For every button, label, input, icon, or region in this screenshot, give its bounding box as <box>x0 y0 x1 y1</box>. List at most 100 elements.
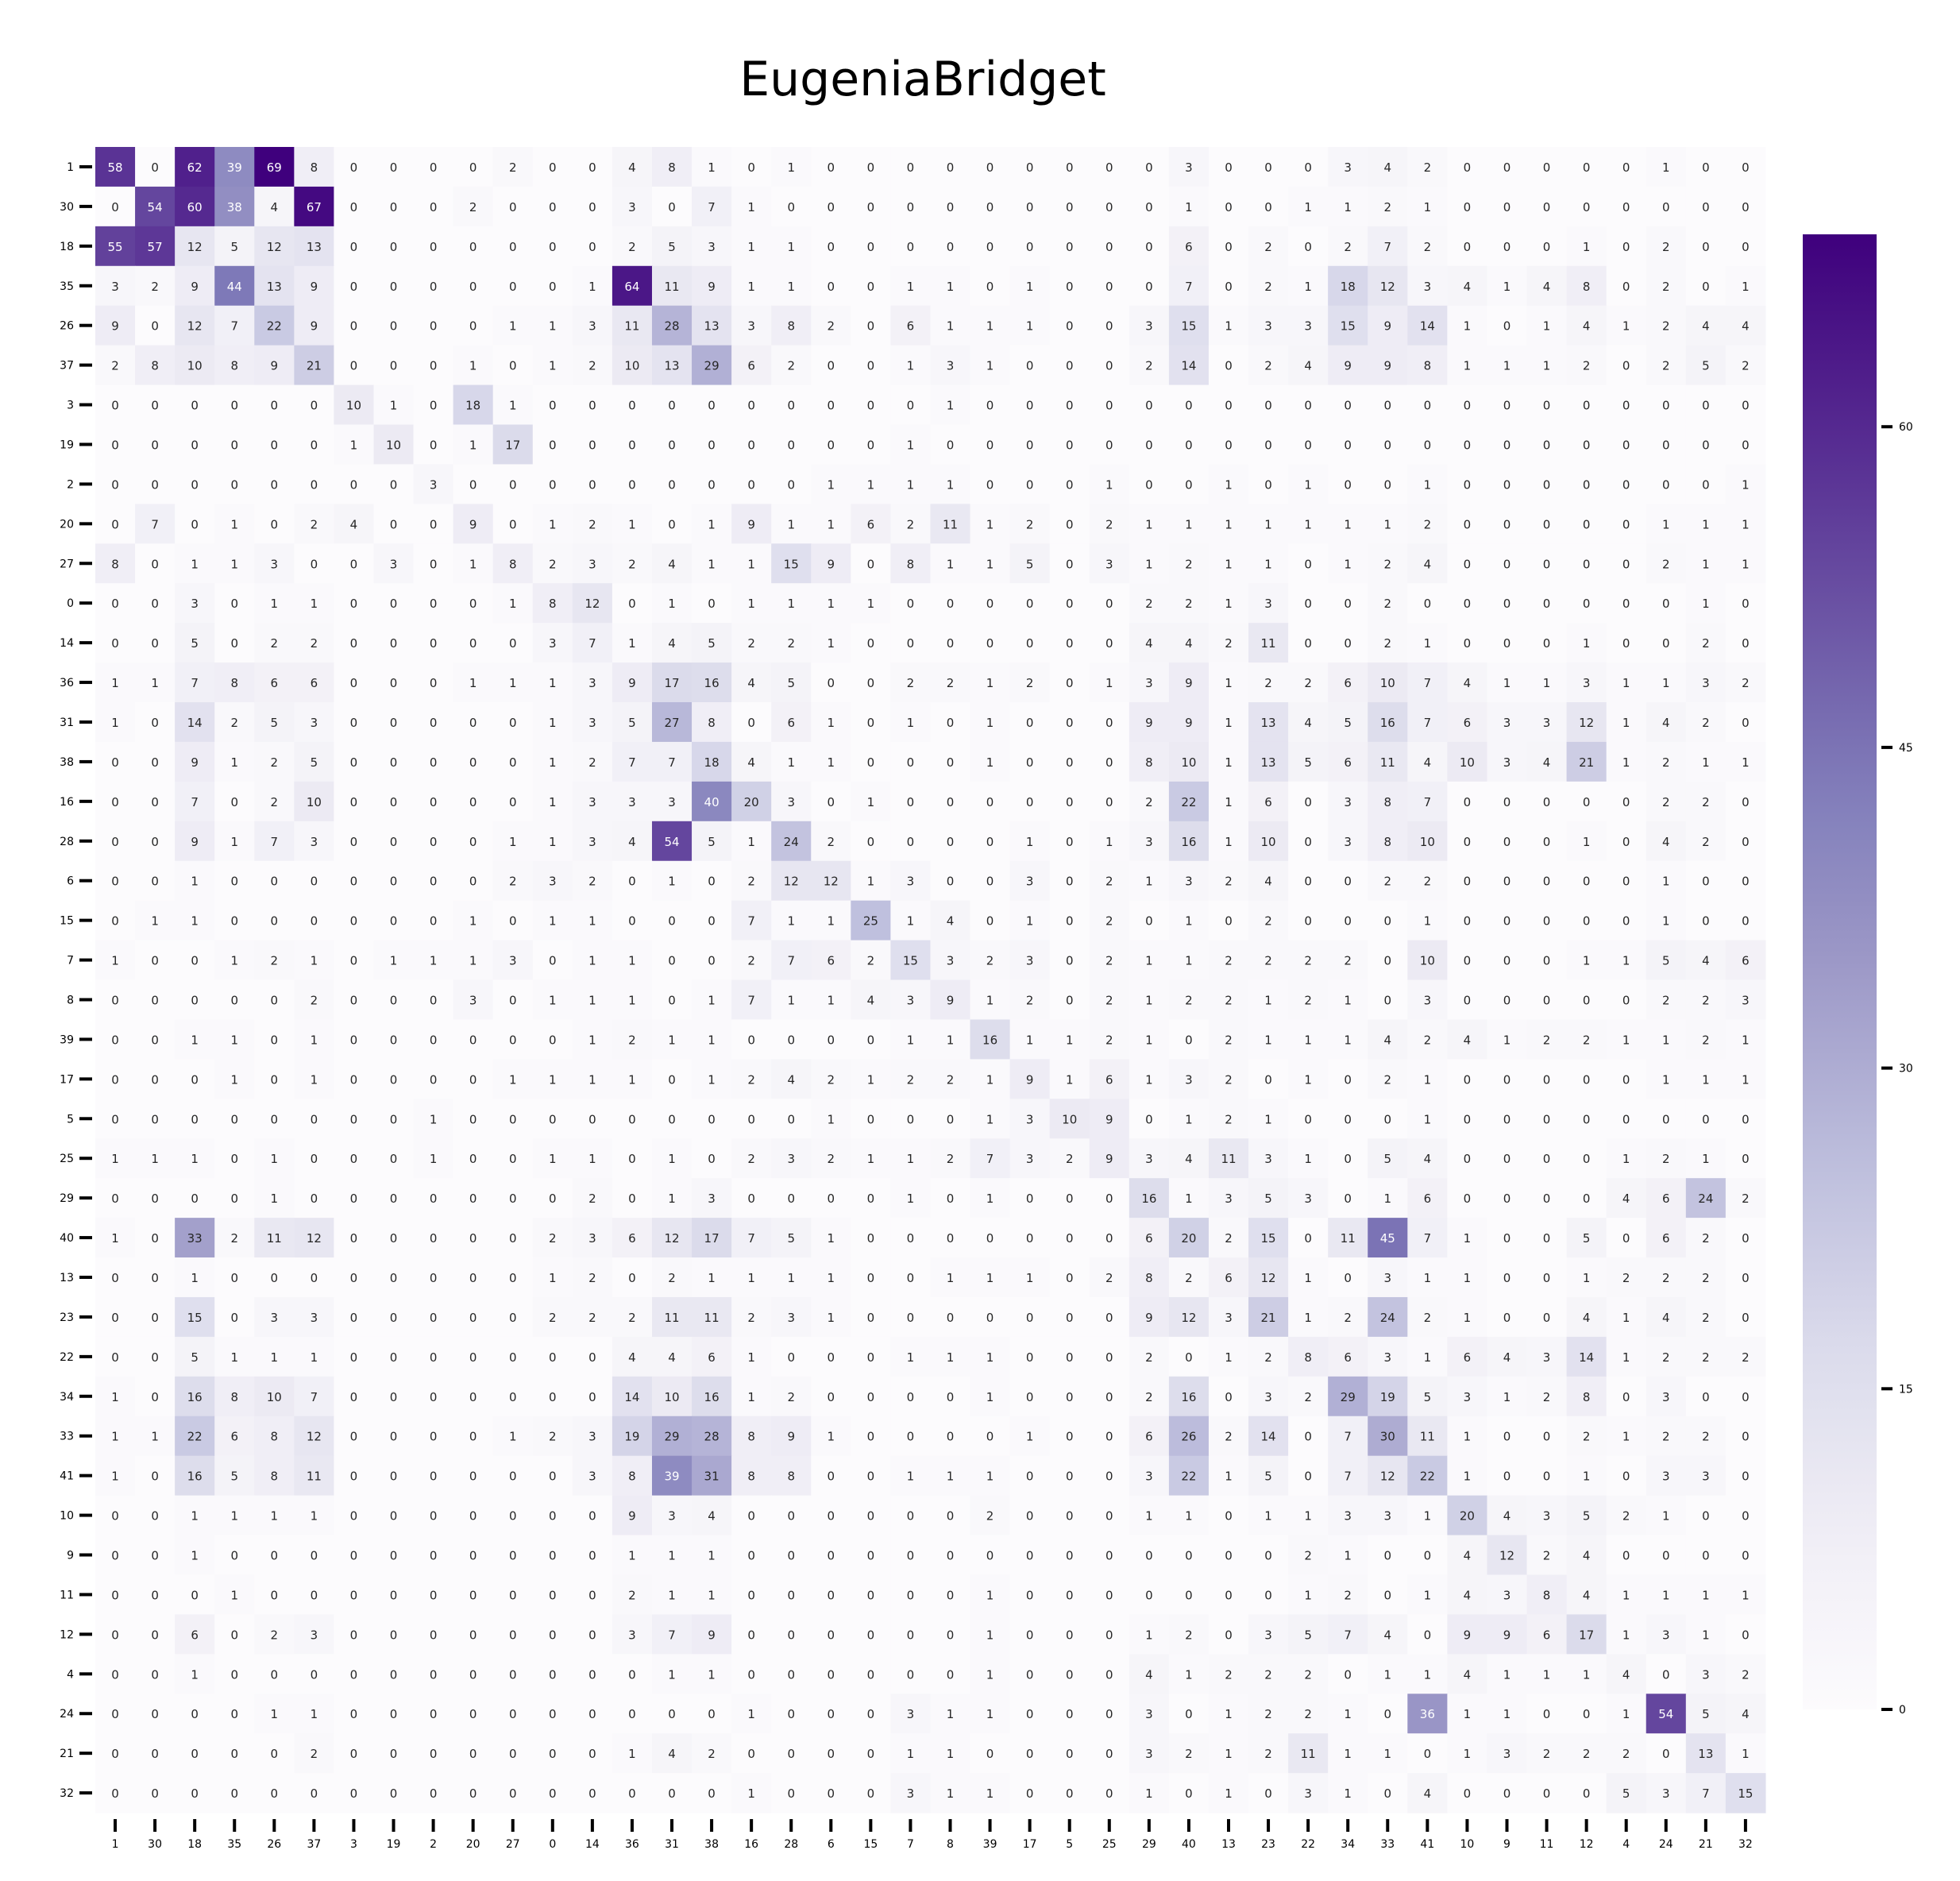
cell-value-r14-c18: 1 <box>828 716 835 730</box>
cell-value-r19-c6: 0 <box>350 914 358 929</box>
cell-value-r3-c5: 9 <box>311 280 318 294</box>
cell-value-r35-c40: 0 <box>1702 1549 1710 1563</box>
cell-value-r8-c7: 0 <box>390 477 398 492</box>
cell-value-r9-c34: 0 <box>1464 517 1472 531</box>
heatmap-cell-r7-c13 <box>612 424 653 465</box>
cell-value-r32-c2: 22 <box>187 1430 203 1444</box>
cell-value-r24-c26: 0 <box>1145 1112 1153 1126</box>
cell-value-r31-c1: 0 <box>151 1390 159 1404</box>
cell-value-r12-c9: 0 <box>469 636 477 651</box>
cell-value-r31-c25: 0 <box>1105 1390 1113 1404</box>
cell-value-r26-c1: 0 <box>151 1192 159 1206</box>
cell-value-r32-c28: 2 <box>1225 1430 1233 1444</box>
heatmap-cell-r4-c31 <box>1328 305 1368 346</box>
cell-value-r26-c10: 0 <box>509 1192 517 1206</box>
cell-value-r3-c40: 0 <box>1702 280 1710 294</box>
cell-value-r37-c34: 9 <box>1464 1628 1472 1642</box>
cell-value-r9-c8: 0 <box>430 517 438 531</box>
cell-value-r9-c36: 0 <box>1543 517 1551 531</box>
cell-value-r18-c32: 2 <box>1384 875 1392 889</box>
cell-value-r19-c20: 1 <box>907 914 915 929</box>
cell-value-r32-c36: 0 <box>1543 1430 1551 1444</box>
x-tick-label-0: 1 <box>112 1838 119 1851</box>
cell-value-r25-c4: 1 <box>271 1152 279 1166</box>
cell-value-r0-c14: 8 <box>668 160 676 175</box>
cell-value-r16-c22: 0 <box>986 795 994 809</box>
cell-value-r32-c38: 1 <box>1622 1430 1630 1444</box>
cell-value-r33-c11: 0 <box>549 1470 557 1484</box>
heatmap-cell-r2-c10 <box>492 226 534 267</box>
cell-value-r10-c18: 9 <box>828 557 835 571</box>
cell-value-r12-c32: 2 <box>1384 636 1392 651</box>
cell-value-r25-c40: 1 <box>1702 1152 1710 1166</box>
cell-value-r24-c34: 0 <box>1464 1112 1472 1126</box>
heatmap-cell-r8-c32 <box>1368 464 1408 504</box>
cell-value-r13-c16: 4 <box>747 676 755 690</box>
cell-value-r29-c41: 0 <box>1742 1311 1750 1325</box>
colorbar-tick-label-2: 30 <box>1899 1063 1913 1076</box>
heatmap-cell-r11-c5 <box>294 583 335 624</box>
cell-value-r0-c30: 0 <box>1304 160 1312 175</box>
cell-value-r37-c12: 0 <box>588 1628 596 1642</box>
colorbar-tick-label-3: 45 <box>1899 742 1913 755</box>
cell-value-r35-c25: 0 <box>1105 1549 1113 1563</box>
cell-value-r25-c6: 0 <box>350 1152 358 1166</box>
cell-value-r14-c4: 5 <box>271 716 279 730</box>
heatmap-cell-r9-c39 <box>1646 504 1687 544</box>
heatmap-cell-r0-c33 <box>1407 147 1448 187</box>
cell-value-r6-c29: 0 <box>1264 399 1272 413</box>
cell-value-r7-c30: 0 <box>1304 438 1312 452</box>
x-tick-label-23: 17 <box>1023 1838 1037 1851</box>
cell-value-r13-c10: 1 <box>509 676 517 690</box>
heatmap-cell-r4-c20 <box>890 305 932 346</box>
heatmap-cell-r10-c9 <box>453 543 494 584</box>
cell-value-r9-c24: 0 <box>1066 517 1074 531</box>
cell-value-r32-c5: 12 <box>307 1430 322 1444</box>
cell-value-r10-c37: 0 <box>1583 557 1591 571</box>
cell-value-r33-c41: 0 <box>1742 1470 1750 1484</box>
cell-value-r13-c9: 1 <box>469 676 477 690</box>
heatmap-cell-r0-c23 <box>1009 147 1051 187</box>
cell-value-r3-c36: 4 <box>1543 280 1551 294</box>
cell-value-r7-c1: 0 <box>151 438 159 452</box>
cell-value-r3-c19: 0 <box>867 280 875 294</box>
cell-value-r25-c11: 1 <box>549 1152 557 1166</box>
cell-value-r20-c19: 2 <box>867 954 875 968</box>
cell-value-r26-c36: 0 <box>1543 1192 1551 1206</box>
cell-value-r23-c8: 0 <box>430 1072 438 1087</box>
cell-value-r10-c7: 3 <box>390 557 398 571</box>
cell-value-r5-c27: 14 <box>1181 359 1196 373</box>
heatmap-cell-r7-c7 <box>373 424 415 465</box>
cell-value-r36-c27: 0 <box>1185 1588 1193 1602</box>
cell-value-r28-c33: 1 <box>1424 1271 1432 1285</box>
cell-value-r17-c23: 1 <box>1026 835 1034 849</box>
cell-value-r26-c19: 0 <box>867 1192 875 1206</box>
heatmap-cell-r2-c28 <box>1208 226 1249 267</box>
cell-value-r3-c25: 0 <box>1105 280 1113 294</box>
cell-value-r34-c41: 0 <box>1742 1509 1750 1524</box>
heatmap-cell-r2-c21 <box>930 226 971 267</box>
cell-value-r17-c29: 10 <box>1261 835 1276 849</box>
cell-value-r0-c20: 0 <box>907 160 915 175</box>
heatmap-cell-r9-c12 <box>572 504 613 544</box>
cell-value-r22-c35: 1 <box>1503 1033 1511 1047</box>
cell-value-r34-c39: 1 <box>1662 1509 1670 1524</box>
cell-value-r37-c32: 4 <box>1384 1628 1392 1642</box>
heatmap-cell-r2-c13 <box>612 226 653 267</box>
cell-value-r15-c30: 5 <box>1304 755 1312 770</box>
cell-value-r27-c16: 7 <box>747 1231 755 1246</box>
heatmap-cell-r9-c29 <box>1248 504 1289 544</box>
cell-value-r33-c10: 0 <box>509 1470 517 1484</box>
cell-value-r21-c40: 2 <box>1702 993 1710 1007</box>
cell-value-r31-c13: 14 <box>624 1390 639 1404</box>
heatmap-cell-r5-c35 <box>1487 345 1528 386</box>
y-tick-label-35: 9 <box>67 1550 74 1562</box>
cell-value-r35-c5: 0 <box>311 1549 318 1563</box>
cell-value-r2-c35: 0 <box>1503 240 1511 254</box>
cell-value-r16-c40: 2 <box>1702 795 1710 809</box>
heatmap-cell-r4-c13 <box>612 305 653 346</box>
heatmap-cell-r8-c28 <box>1208 464 1249 504</box>
cell-value-r22-c31: 1 <box>1344 1033 1352 1047</box>
cell-value-r22-c33: 2 <box>1424 1033 1432 1047</box>
cell-value-r9-c19: 6 <box>867 517 875 531</box>
